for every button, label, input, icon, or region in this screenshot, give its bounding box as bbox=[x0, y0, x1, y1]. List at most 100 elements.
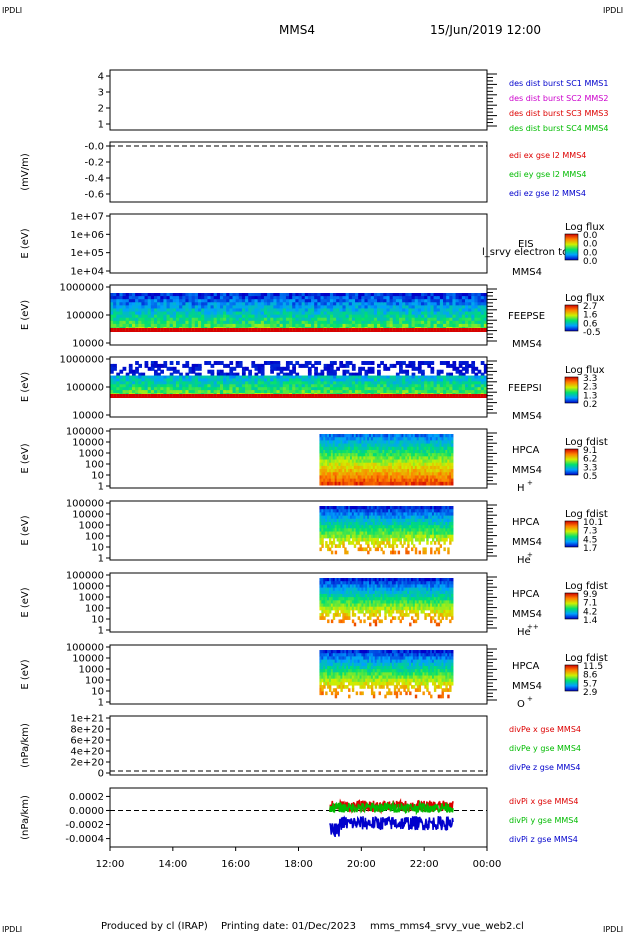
spectro-cell bbox=[223, 299, 227, 304]
spectro-cell bbox=[197, 320, 202, 325]
spectro-cell bbox=[435, 515, 439, 520]
spectro-cell bbox=[390, 449, 393, 454]
spectro-cell bbox=[172, 390, 177, 395]
spectro-cell bbox=[411, 323, 416, 329]
spectro-cell bbox=[377, 328, 381, 332]
spectro-cell bbox=[449, 394, 454, 398]
spectro-cell bbox=[213, 384, 218, 389]
spectro-cell bbox=[452, 323, 457, 329]
spectro-cell bbox=[334, 515, 338, 520]
spectro-cell bbox=[441, 469, 444, 473]
spectro-cell bbox=[397, 515, 401, 520]
spectro-cell bbox=[351, 299, 356, 304]
spectro-cell bbox=[319, 547, 322, 552]
spectro-cell bbox=[395, 469, 399, 473]
spectro-cell bbox=[219, 302, 224, 307]
spectro-cell bbox=[370, 518, 374, 523]
spectro-cell bbox=[232, 293, 237, 298]
spectro-cell bbox=[418, 472, 422, 476]
spectro-cell bbox=[245, 375, 249, 380]
spectro-cell bbox=[336, 481, 340, 486]
spectro-cell bbox=[370, 390, 375, 395]
spectro-cell bbox=[232, 308, 237, 313]
spectro-cell bbox=[119, 384, 124, 389]
spectro-cell bbox=[386, 308, 391, 313]
spectro-cell bbox=[382, 537, 385, 542]
spectro-cell bbox=[443, 378, 447, 383]
figure-title: MMS4 bbox=[279, 23, 315, 37]
spectro-cell bbox=[364, 394, 369, 398]
spectro-cell bbox=[370, 469, 374, 473]
spectro-cell bbox=[424, 443, 427, 448]
spectro-cell bbox=[351, 328, 356, 332]
spectro-cell bbox=[298, 314, 303, 319]
spectro-cell bbox=[363, 449, 366, 454]
spectro-cell bbox=[474, 378, 479, 383]
spectro-cell bbox=[359, 481, 362, 486]
spectro-cell bbox=[451, 528, 454, 532]
spectro-cell bbox=[289, 372, 293, 377]
spectro-cell bbox=[241, 302, 246, 307]
spectro-cell bbox=[465, 384, 469, 389]
spectro-cell bbox=[295, 311, 300, 316]
spectro-cell bbox=[390, 509, 393, 513]
spectro-cell bbox=[232, 375, 237, 380]
spectro-cell bbox=[424, 475, 427, 480]
spectro-cell bbox=[359, 509, 362, 513]
spectro-cell bbox=[226, 305, 230, 310]
spectro-cell bbox=[342, 509, 345, 513]
spectro-cell bbox=[411, 446, 414, 451]
spectro-cell bbox=[150, 384, 155, 389]
spectro-cell bbox=[282, 299, 287, 304]
spectro-cell bbox=[361, 317, 366, 322]
spectro-cell bbox=[458, 361, 463, 365]
spectro-cell bbox=[119, 375, 124, 380]
spectro-cell bbox=[147, 293, 152, 298]
spectro-cell bbox=[254, 311, 259, 316]
spectro-cell bbox=[420, 446, 423, 451]
spectro-cell bbox=[138, 372, 143, 377]
spectro-cell bbox=[411, 384, 416, 389]
spectro-cell bbox=[458, 369, 463, 374]
spectro-cell bbox=[405, 437, 408, 441]
spectro-cell bbox=[367, 525, 370, 529]
spectro-cell bbox=[194, 299, 199, 304]
spectro-cell bbox=[172, 320, 177, 325]
spectro-cell bbox=[263, 293, 268, 298]
spectro-cell bbox=[458, 390, 463, 395]
spectro-cell bbox=[113, 384, 117, 389]
spectro-cell bbox=[273, 293, 278, 298]
spectro-cell bbox=[391, 440, 395, 445]
spectro-cell bbox=[391, 449, 395, 454]
spectro-cell bbox=[402, 317, 406, 322]
spectro-cell bbox=[349, 515, 353, 520]
spectro-cell bbox=[408, 293, 413, 298]
spectro-cell bbox=[370, 440, 374, 445]
spectro-cell bbox=[471, 384, 476, 389]
spectro-cell bbox=[433, 469, 437, 473]
spectro-cell bbox=[369, 534, 372, 539]
spectro-cell bbox=[307, 390, 312, 395]
spectro-cell bbox=[348, 446, 351, 451]
spectro-cell bbox=[388, 506, 391, 510]
spectro-cell bbox=[307, 375, 312, 380]
spectro-cell bbox=[339, 328, 344, 332]
spectro-cell bbox=[411, 534, 414, 539]
spectro-cell bbox=[458, 363, 463, 368]
spectro-cell bbox=[194, 366, 199, 371]
spectro-cell bbox=[363, 518, 366, 523]
spectro-cell bbox=[348, 541, 351, 545]
spectro-cell bbox=[204, 378, 208, 383]
spectro-cell bbox=[408, 320, 413, 325]
spectro-cell bbox=[358, 387, 362, 392]
spectro-cell bbox=[382, 531, 385, 536]
spectro-cell bbox=[340, 534, 343, 539]
spectro-cell bbox=[377, 302, 381, 307]
spectro-cell bbox=[417, 363, 422, 368]
spectro-cell bbox=[339, 308, 344, 313]
spectro-cell bbox=[383, 299, 388, 304]
spectro-cell bbox=[325, 443, 328, 448]
spectro-cell bbox=[377, 296, 381, 301]
spectro-cell bbox=[235, 296, 240, 301]
spectro-cell bbox=[370, 369, 375, 374]
